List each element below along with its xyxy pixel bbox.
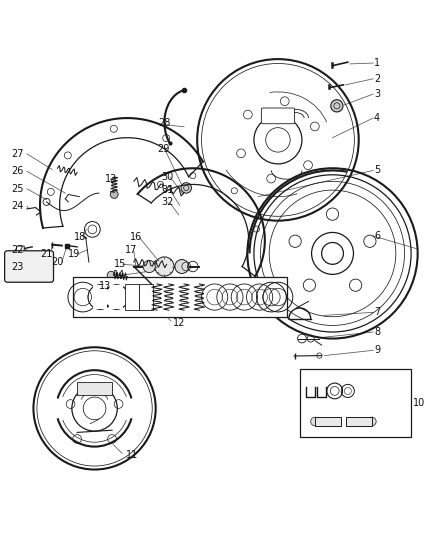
Text: 31: 31 bbox=[161, 185, 173, 195]
Text: 23: 23 bbox=[12, 262, 24, 272]
Text: 1: 1 bbox=[374, 58, 380, 68]
Text: 13: 13 bbox=[99, 281, 111, 291]
Circle shape bbox=[155, 257, 174, 276]
Text: 24: 24 bbox=[12, 201, 24, 211]
Text: 30: 30 bbox=[161, 172, 173, 182]
Circle shape bbox=[143, 261, 155, 272]
Circle shape bbox=[331, 100, 343, 112]
Text: 22: 22 bbox=[12, 245, 24, 255]
Circle shape bbox=[311, 417, 319, 426]
Circle shape bbox=[181, 183, 191, 193]
Circle shape bbox=[34, 261, 46, 272]
Circle shape bbox=[9, 260, 23, 273]
Text: 8: 8 bbox=[374, 327, 380, 337]
FancyBboxPatch shape bbox=[5, 251, 53, 282]
Text: 19: 19 bbox=[68, 249, 81, 259]
Bar bbox=[300, 369, 411, 437]
Text: 21: 21 bbox=[40, 249, 53, 259]
Text: 16: 16 bbox=[130, 232, 142, 242]
Text: 18: 18 bbox=[74, 232, 86, 242]
Circle shape bbox=[175, 260, 189, 273]
Text: 6: 6 bbox=[374, 231, 380, 241]
Text: 7: 7 bbox=[374, 308, 380, 317]
Circle shape bbox=[110, 190, 118, 198]
Text: 26: 26 bbox=[12, 166, 24, 176]
Text: 29: 29 bbox=[157, 143, 170, 154]
Bar bbox=[125, 284, 139, 310]
Text: 3: 3 bbox=[374, 89, 380, 99]
Text: 11: 11 bbox=[127, 450, 139, 460]
Text: 9: 9 bbox=[374, 345, 380, 356]
FancyBboxPatch shape bbox=[261, 108, 294, 124]
FancyBboxPatch shape bbox=[16, 246, 24, 252]
Text: 13: 13 bbox=[105, 174, 117, 184]
Text: 10: 10 bbox=[413, 398, 426, 408]
Circle shape bbox=[367, 417, 376, 426]
Circle shape bbox=[99, 384, 108, 393]
Text: 32: 32 bbox=[161, 197, 174, 207]
Bar bbox=[77, 382, 112, 395]
Text: 25: 25 bbox=[12, 184, 24, 194]
Bar bbox=[315, 417, 341, 426]
Circle shape bbox=[107, 271, 115, 279]
Text: 15: 15 bbox=[114, 260, 127, 269]
Text: 5: 5 bbox=[374, 165, 380, 175]
Bar bbox=[139, 284, 152, 310]
Text: 4: 4 bbox=[374, 113, 380, 123]
Bar bbox=[93, 285, 107, 309]
Text: 14: 14 bbox=[113, 270, 126, 280]
Text: 12: 12 bbox=[173, 318, 186, 328]
Circle shape bbox=[81, 384, 90, 393]
Bar bbox=[110, 285, 124, 309]
Text: 28: 28 bbox=[158, 118, 170, 128]
Text: 2: 2 bbox=[374, 74, 380, 84]
Bar bbox=[73, 277, 287, 317]
Text: 20: 20 bbox=[51, 257, 63, 267]
Bar bbox=[346, 417, 372, 426]
Text: 17: 17 bbox=[125, 245, 138, 255]
Text: 27: 27 bbox=[12, 149, 24, 159]
